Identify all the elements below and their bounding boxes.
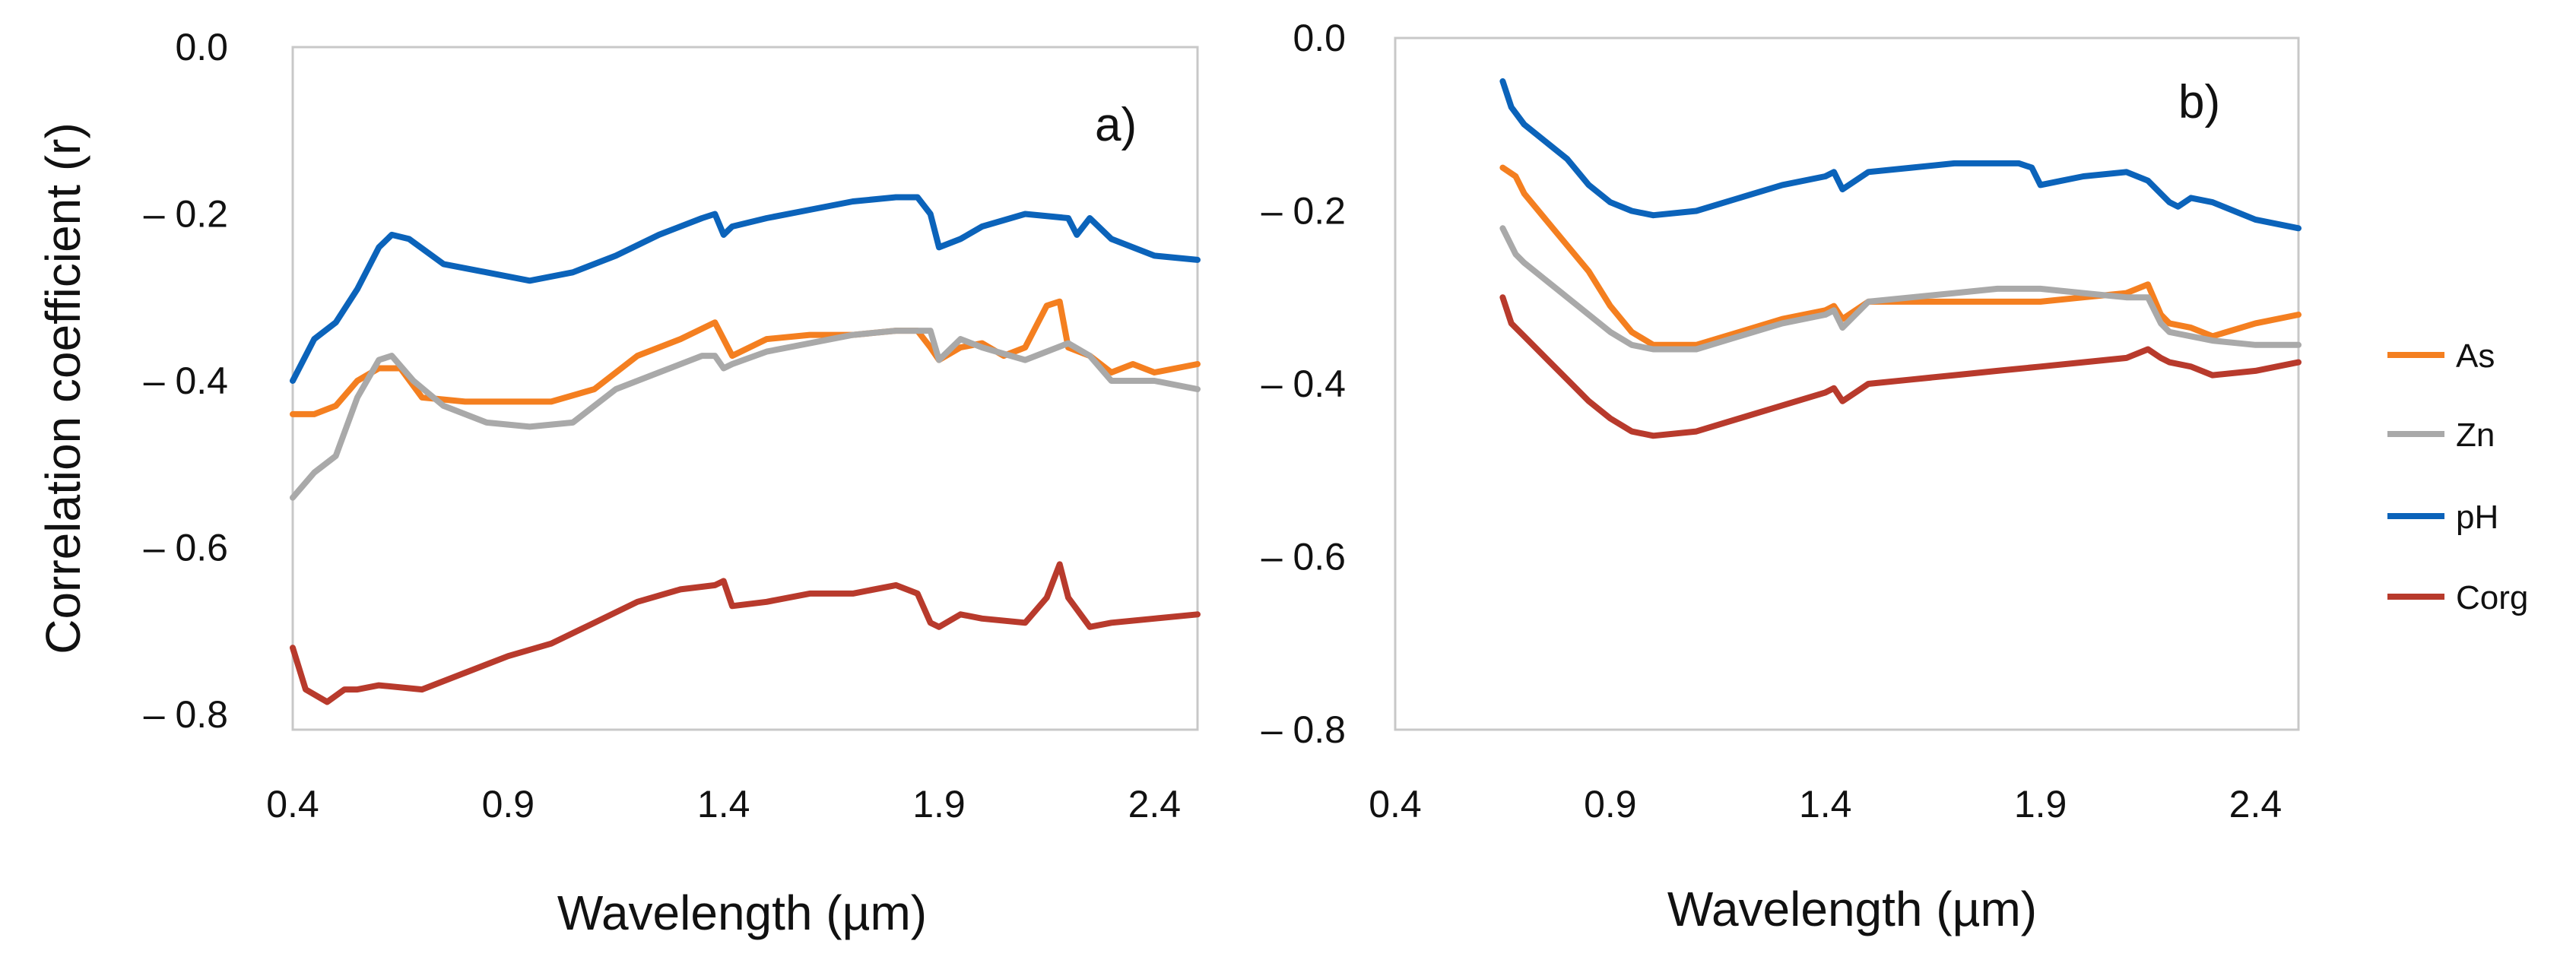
legend: As Zn pH Corg: [2387, 337, 2528, 616]
panel-a-ytick-0-0: 0.0: [175, 26, 228, 68]
panel-b-series-as: [1499, 164, 2302, 348]
legend-label-corg: Corg: [2456, 579, 2528, 616]
panel-b-ytick-0-0: 0.0: [1293, 17, 1346, 59]
panel-a-series-corg: [290, 561, 1201, 705]
panel-b-xtick-1-4: 1.4: [1799, 783, 1852, 825]
panel-a-series: [290, 194, 1201, 705]
panel-a-series-ph: [290, 194, 1201, 384]
panel-a-xlabel: Wavelength (µm): [557, 886, 927, 940]
panel-b-y-ticks: 0.0 – 0.2 – 0.4 – 0.6 – 0.8: [1261, 17, 1346, 751]
panel-a-xtick-0-9: 0.9: [482, 783, 535, 825]
panel-a-ylabel: Correlation coefficient (r): [36, 122, 90, 654]
panel-b-plot-area: [1394, 36, 2300, 731]
panel-a-xtick-1-4: 1.4: [697, 783, 750, 825]
panel-a-ytick--0-2: – 0.2: [144, 193, 228, 236]
panel-b-ytick--0-8: – 0.8: [1261, 708, 1346, 751]
legend-label-ph: pH: [2456, 499, 2498, 536]
panel-b-xtick-0-9: 0.9: [1584, 783, 1637, 825]
panel-b-series-corg: [1499, 294, 2302, 439]
panel-b-label: b): [2178, 76, 2220, 128]
panel-a-xtick-1-9: 1.9: [912, 783, 966, 825]
panel-b-series-zn: [1499, 225, 2302, 353]
panel-a: Correlation coefficient (r) Wavelength (…: [36, 26, 1201, 940]
legend-label-zn: Zn: [2456, 417, 2495, 454]
panel-b-ytick--0-2: – 0.2: [1261, 190, 1346, 233]
panel-a-xtick-0-4: 0.4: [266, 783, 319, 825]
panel-a-y-ticks: 0.0 – 0.2 – 0.4 – 0.6 – 0.8: [144, 26, 228, 736]
panel-b-xlabel: Wavelength (µm): [1667, 882, 2037, 936]
panel-a-series-zn: [290, 328, 1201, 501]
panel-a-ytick--0-4: – 0.4: [144, 360, 228, 402]
legend-label-as: As: [2456, 337, 2495, 375]
panel-a-ytick--0-6: – 0.6: [144, 527, 228, 569]
panel-b-series: [1499, 78, 2302, 439]
panel-b-ytick--0-6: – 0.6: [1261, 536, 1346, 578]
panel-b-x-ticks: 0.4 0.9 1.4 1.9 2.4: [1369, 783, 2282, 825]
panel-b-series-ph: [1499, 78, 2302, 232]
panel-b-xtick-1-9: 1.9: [2014, 783, 2067, 825]
panel-a-x-ticks: 0.4 0.9 1.4 1.9 2.4: [266, 783, 1181, 825]
panel-b: b) Wavelength (µm) 0.0 – 0.2 – 0.4 – 0.6 – 0…: [1261, 17, 2302, 936]
panel-b-xtick-0-4: 0.4: [1369, 783, 1422, 825]
panel-a-label: a): [1095, 99, 1137, 151]
panel-b-ytick--0-4: – 0.4: [1261, 363, 1346, 405]
panel-a-ytick--0-8: – 0.8: [144, 693, 228, 736]
panel-a-xtick-2-4: 2.4: [1128, 783, 1182, 825]
panel-b-xtick-2-4: 2.4: [2229, 783, 2283, 825]
